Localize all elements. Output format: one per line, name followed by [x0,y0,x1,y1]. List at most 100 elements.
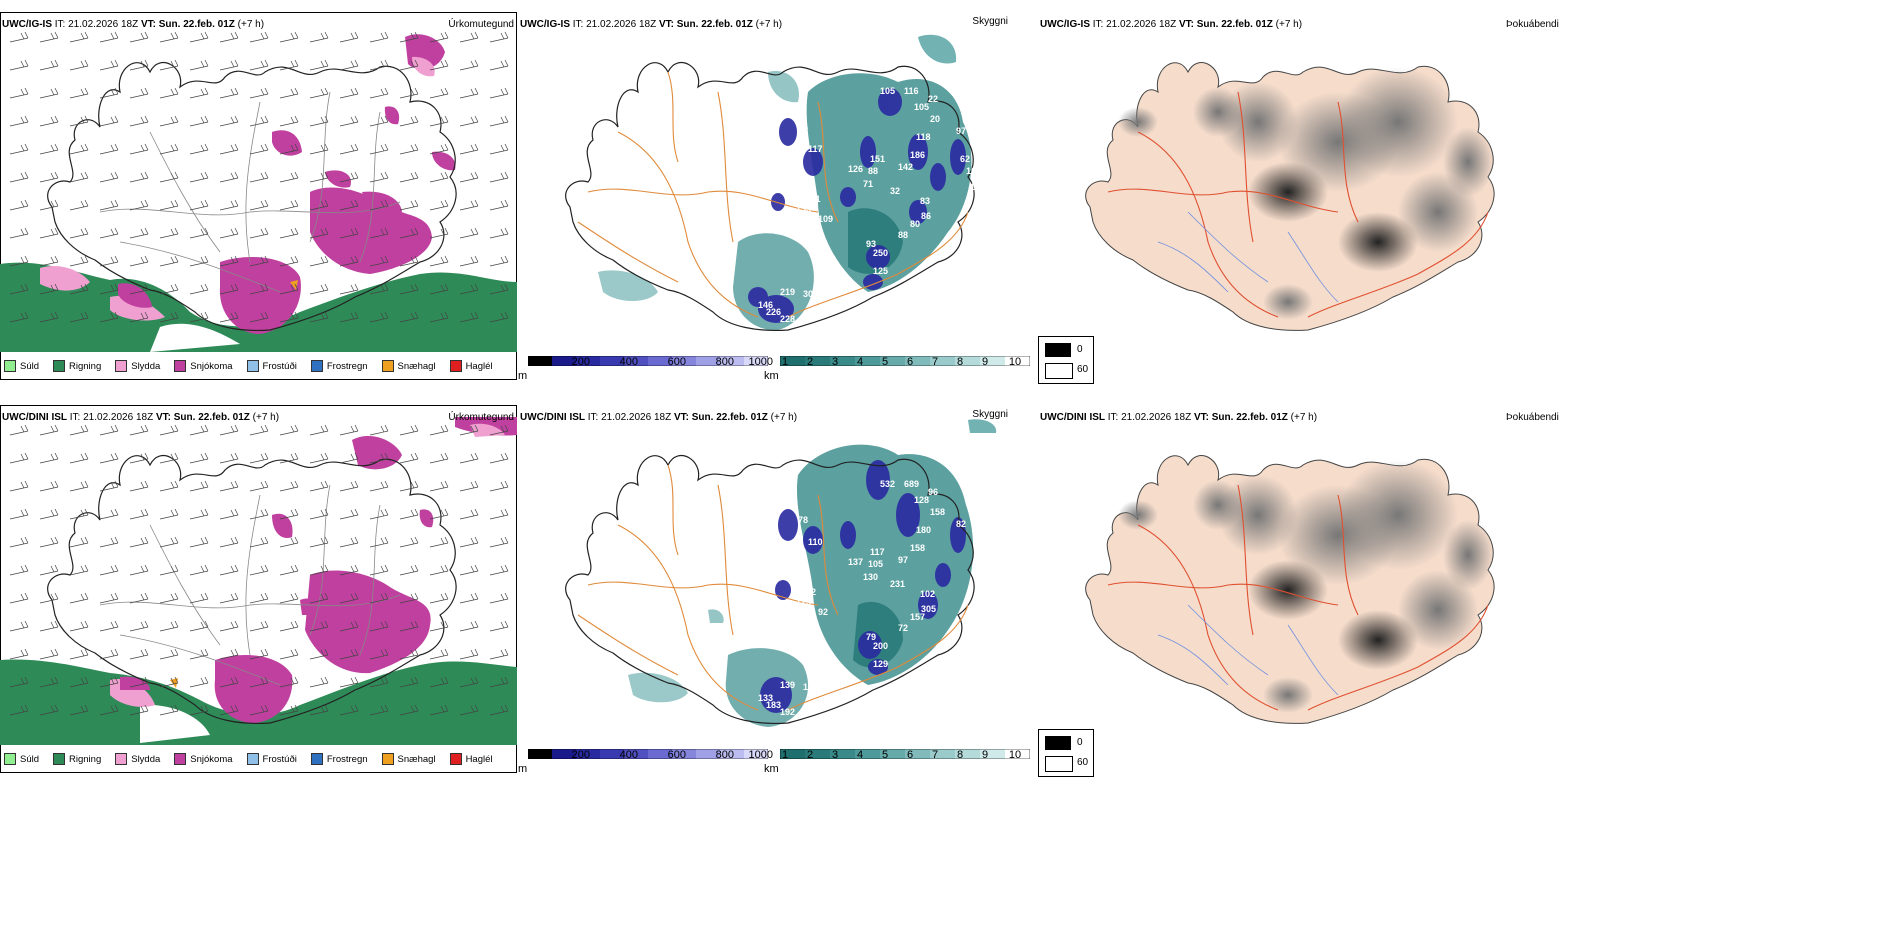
wind-barb [489,283,509,295]
wind-barb [69,704,89,716]
wind-barb [99,311,119,323]
elevation-value-label: 141 [788,555,803,565]
wind-barb [159,508,179,520]
wind-barb [39,508,59,520]
wind-barb [39,424,59,436]
cloud-map-dini: UWC/DINI ISL IT: 21.02.2026 18Z VT: Sun.… [1038,405,1900,773]
wind-barb [189,171,209,183]
elevation-value-label: 133 [796,204,811,214]
wind-barb [249,424,269,436]
wind-barb [9,592,29,604]
wind-barb [459,283,479,295]
legend-item: Rigning [53,360,101,372]
elevation-value-label: 117 [870,547,885,557]
wind-barb [249,620,269,632]
wind-barb [369,87,389,99]
elevation-value-label: 305 [921,604,936,614]
wind-barb [9,536,29,548]
wind-barb [489,704,509,716]
wind-barb [159,592,179,604]
wind-barb [39,199,59,211]
wind-barb [459,311,479,323]
wind-barb [399,676,419,688]
wind-barb [279,227,299,239]
legend-item: Snæhagl [381,753,436,765]
wind-barb [69,227,89,239]
elevation-value-label: 157 [910,612,925,622]
wind-barb [309,115,329,127]
elevation-value-label: 128 [914,495,929,505]
wind-barb [489,480,509,492]
panel-header: UWC/DINI ISL IT: 21.02.2026 18Z VT: Sun.… [520,412,798,423]
wind-barb [339,676,359,688]
wind-barb [309,592,329,604]
wind-barb [219,564,239,576]
wind-barb [159,143,179,155]
wind-barb [369,592,389,604]
wind-barb [129,536,149,548]
wind-barb [129,143,149,155]
wind-barb [309,452,329,464]
wind-barb [249,648,269,660]
wind-barb [129,283,149,295]
wind-barb [9,676,29,688]
wind-barb [219,255,239,267]
elevation-value-label: 183 [766,700,781,710]
wind-barb [189,536,209,548]
legend-item: Frostúði [246,360,297,372]
wind-barb [279,592,299,604]
elevation-value-label: 93 [866,239,876,249]
wind-barb [249,115,269,127]
wind-barb [399,31,419,43]
wind-barb [159,452,179,464]
wind-barb [429,31,449,43]
wind-barb [99,508,119,520]
wind-barb [429,704,449,716]
elevation-value-label: 88 [898,230,908,240]
cloud-legend-bottom-label: 60 [1077,364,1089,375]
wind-barb [159,620,179,632]
wind-barb [399,452,419,464]
elevation-value-label: 231 [890,579,905,589]
elevation-value-label: 219 [780,287,795,297]
wind-barb [159,676,179,688]
panel-title: Úrkomutegund [448,412,514,423]
wind-barb [489,115,509,127]
wind-barb [369,424,389,436]
cloud-legend-bottom-label: 60 [1077,757,1089,768]
elevation-value-label: 168 [966,166,981,176]
wind-barb [369,508,389,520]
wind-barb [489,424,509,436]
panel-title: Þokuábendi [1506,412,1559,423]
wind-barb [459,424,479,436]
wind-barb [459,592,479,604]
wind-barb [459,508,479,520]
elevation-value-label: 20 [930,114,940,124]
wind-barb [249,592,269,604]
elevation-unit: m [518,763,528,773]
wind-barb [69,648,89,660]
wind-barb [249,143,269,155]
wind-barb [99,480,119,492]
wind-barb [249,452,269,464]
wind-barb [99,424,119,436]
wind-barb [339,255,359,267]
wind-barb [489,143,509,155]
wind-barb [309,171,329,183]
elevation-value-label: 62 [960,154,970,164]
wind-barb [69,199,89,211]
elevation-value-label: 186 [910,150,925,160]
elevation-value-label: 80 [910,219,920,229]
wind-barb [159,704,179,716]
wind-barb [129,480,149,492]
wind-barb [189,143,209,155]
wind-barb [369,227,389,239]
wind-barb [429,311,449,323]
cloud-legend-top-label: 0 [1077,737,1083,748]
precip-type-map-dini: UWC/DINI ISL IT: 21.02.2026 18Z VT: Sun.… [0,405,517,773]
wind-barb [339,452,359,464]
wind-barb [249,704,269,716]
wind-barb [9,620,29,632]
wind-barb [9,452,29,464]
